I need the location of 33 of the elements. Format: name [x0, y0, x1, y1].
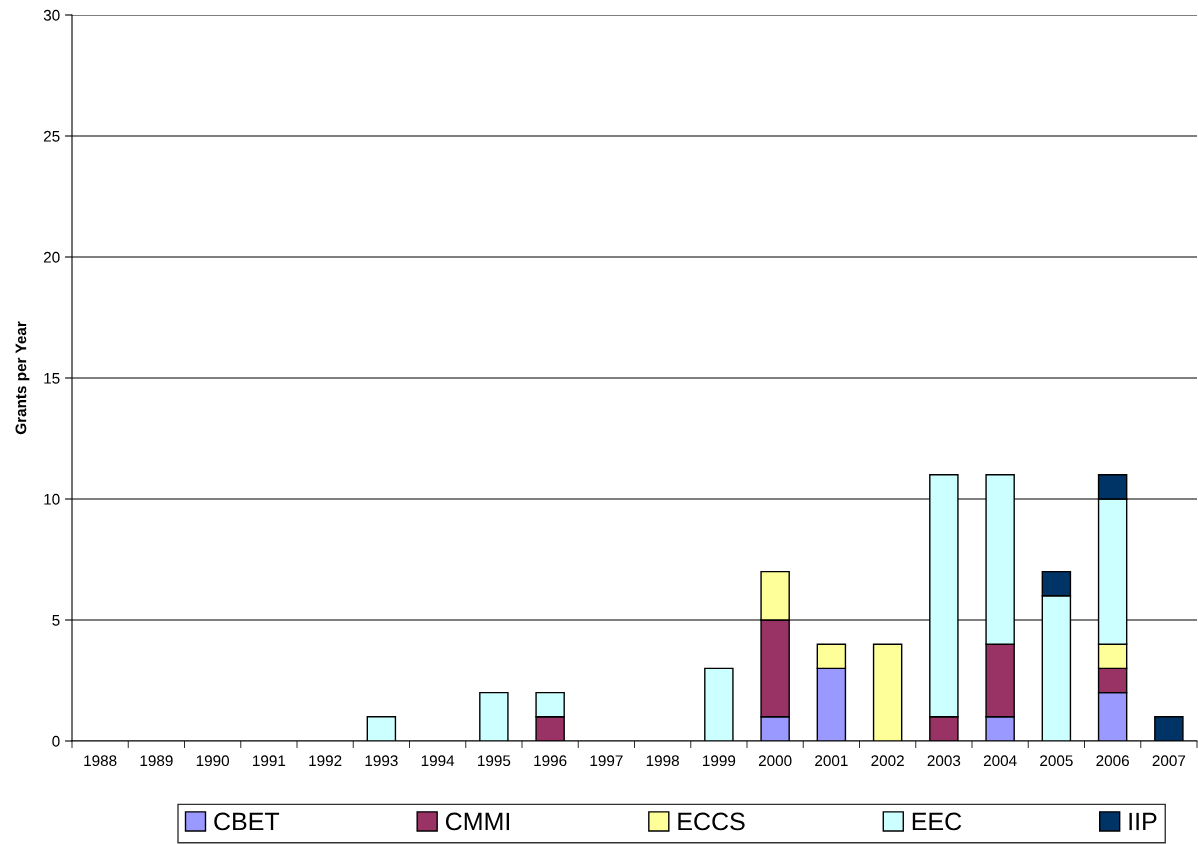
y-tick-label: 10 — [44, 493, 60, 505]
legend-label: IIP — [1129, 812, 1157, 831]
x-tick-label: 1998 — [646, 755, 679, 767]
y-tick-label: 5 — [52, 615, 60, 626]
legend-label: EEC — [912, 812, 962, 831]
x-tick-label: 2003 — [927, 755, 961, 767]
x-tick-label: 1990 — [196, 755, 230, 767]
x-tick-label: 2007 — [1152, 755, 1186, 767]
x-tick-label: 1996 — [534, 755, 567, 767]
legend-label: CBET — [214, 812, 280, 831]
y-axis-title: Grants per Year — [15, 321, 30, 435]
y-tick-label: 30 — [43, 9, 60, 21]
x-tick-label: 1993 — [365, 755, 398, 767]
x-tick-label: 1992 — [309, 755, 342, 767]
y-tick-label: 20 — [43, 251, 60, 263]
x-tick-label: 2002 — [871, 755, 904, 767]
x-tick-label: 2001 — [815, 755, 848, 767]
x-tick-label: 1997 — [590, 755, 623, 767]
y-tick-label: 25 — [43, 130, 60, 142]
x-tick-label: 1991 — [253, 755, 286, 767]
x-tick-label: 1994 — [421, 755, 455, 767]
x-tick-label: 1995 — [478, 755, 511, 767]
x-tick-label: 1999 — [703, 755, 736, 767]
x-tick-label: 1988 — [84, 755, 117, 767]
x-tick-label: 2005 — [1040, 755, 1073, 767]
x-tick-label: 2006 — [1096, 755, 1129, 767]
x-tick-label: 2004 — [983, 755, 1017, 767]
y-tick-label: 0 — [52, 735, 60, 747]
legend-label: CMMI — [445, 812, 510, 831]
legend-label: ECCS — [678, 812, 745, 831]
x-tick-label: 1989 — [140, 755, 173, 767]
x-tick-label: 2000 — [758, 755, 792, 767]
y-tick-label: 15 — [44, 373, 60, 384]
